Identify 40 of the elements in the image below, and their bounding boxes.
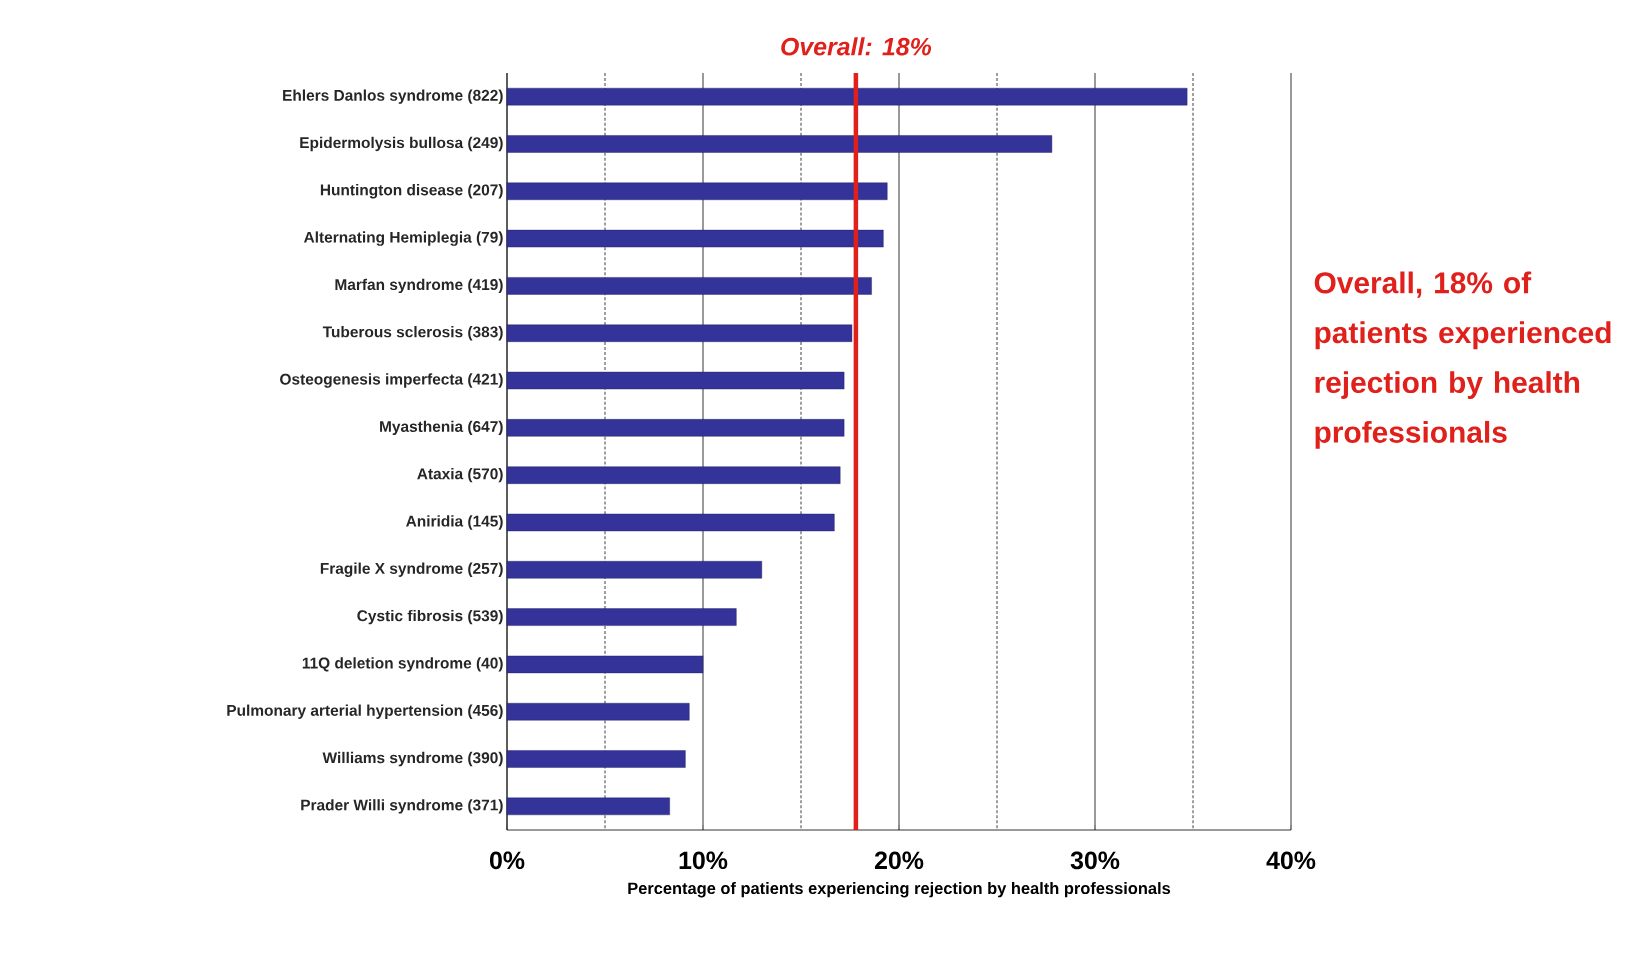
x-axis-title: Percentage of patients experiencing rejection by health professionals bbox=[628, 882, 1171, 898]
y-tick-label: Cystic fibrosis (539) bbox=[357, 609, 503, 625]
bar bbox=[506, 703, 690, 721]
y-tick-label: Alternating Hemiplegia (79) bbox=[303, 231, 503, 246]
bar bbox=[506, 229, 884, 248]
ref-line-label: Overall: 18% bbox=[781, 37, 932, 56]
y-tick-label: 11Q deletion syndrome (40) bbox=[302, 657, 503, 672]
x-tick-label: 40% bbox=[1266, 851, 1316, 870]
y-tick-label: Fragile X syndrome (257) bbox=[320, 562, 503, 578]
bar bbox=[506, 750, 686, 768]
x-tick-label: 0% bbox=[489, 851, 525, 870]
text: Overall, 18% of patients experienced rejection by health professionals bbox=[1314, 271, 1611, 449]
y-tick-label: Epidermolysis bullosa (249) bbox=[300, 136, 503, 152]
bar bbox=[506, 608, 737, 626]
bar bbox=[506, 87, 1188, 106]
y-tick-label: Ataxia (570) bbox=[417, 467, 503, 483]
y-tick-label: Myasthenia (647) bbox=[380, 420, 503, 436]
y-tick-label: Prader Willi syndrome (371) bbox=[301, 799, 503, 814]
bar bbox=[506, 655, 704, 674]
y-tick-label: Osteogenesis imperfecta (421) bbox=[280, 373, 503, 388]
y-tick-label: Ehlers Danlos syndrome (822) bbox=[283, 89, 503, 104]
bar bbox=[506, 797, 670, 816]
y-tick-label: Marfan syndrome (419) bbox=[335, 278, 503, 294]
bar bbox=[506, 135, 1053, 153]
x-tick-label: 20% bbox=[874, 851, 924, 870]
y-tick-label: Aniridia (145) bbox=[406, 515, 503, 530]
bar bbox=[506, 324, 853, 342]
bar bbox=[506, 371, 845, 390]
bar bbox=[506, 466, 841, 484]
bar bbox=[506, 419, 845, 437]
y-tick-label: Huntington disease (207) bbox=[320, 184, 503, 199]
y-tick-label: Pulmonary arterial hypertension (456) bbox=[227, 704, 503, 719]
bar bbox=[506, 182, 888, 200]
x-tick-label: 30% bbox=[1070, 851, 1120, 870]
bar bbox=[506, 513, 835, 532]
x-tick-label: 10% bbox=[679, 851, 728, 870]
y-tick-label: Williams syndrome (390) bbox=[322, 751, 503, 767]
bar bbox=[506, 561, 762, 579]
bar bbox=[506, 277, 872, 295]
y-tick-label: Tuberous sclerosis (383) bbox=[322, 326, 503, 341]
